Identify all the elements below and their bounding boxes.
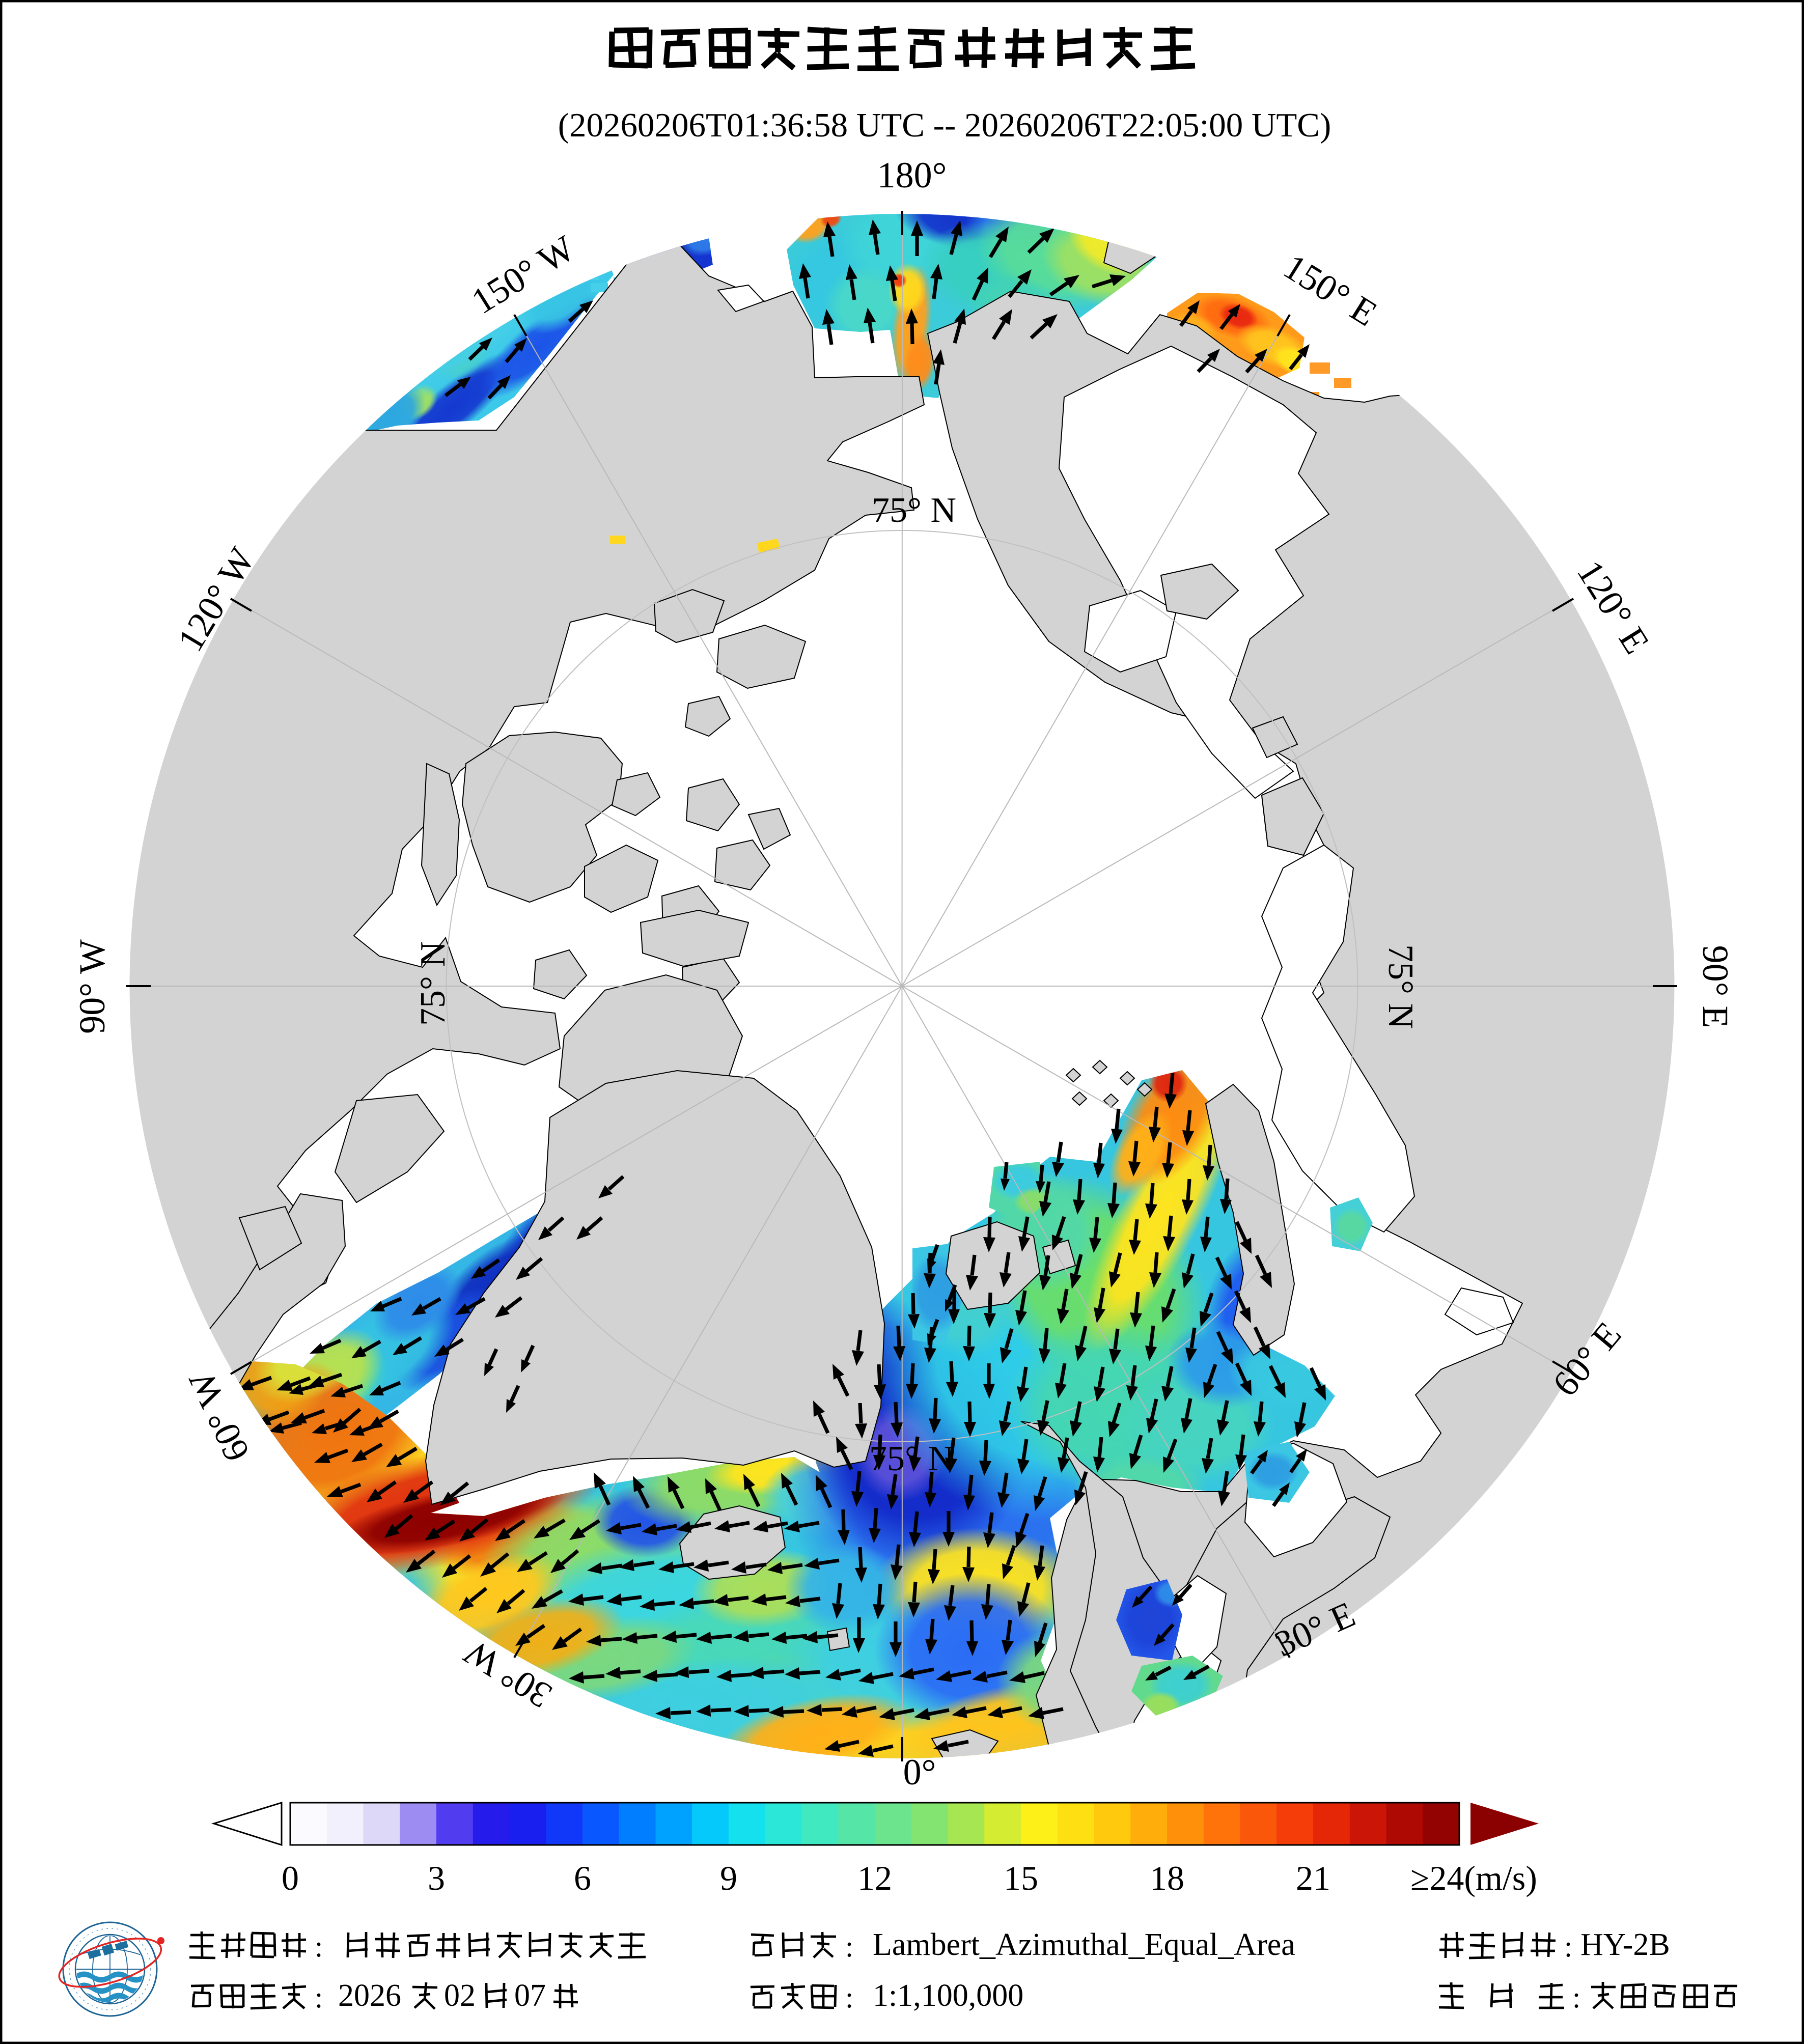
svg-text:75° N: 75° N [413, 941, 453, 1026]
svg-text:180°: 180° [877, 155, 947, 195]
svg-text::: : [845, 1981, 853, 2014]
svg-text:75° N: 75° N [869, 1439, 954, 1478]
svg-text:02: 02 [444, 1978, 476, 2013]
svg-text:0: 0 [282, 1859, 299, 1897]
svg-text:(20260206T01:36:58 UTC -- 2026: (20260206T01:36:58 UTC -- 20260206T22:05… [558, 106, 1331, 144]
svg-text:1:1,100,000: 1:1,100,000 [873, 1978, 1023, 2013]
svg-text:75° N: 75° N [1381, 944, 1420, 1029]
svg-text:75° N: 75° N [872, 491, 956, 530]
svg-text:0°: 0° [903, 1752, 936, 1793]
svg-text:21: 21 [1296, 1859, 1330, 1897]
svg-text:90° W: 90° W [72, 939, 113, 1033]
svg-text:15: 15 [1004, 1859, 1038, 1897]
svg-text:HY-2B: HY-2B [1580, 1927, 1670, 1962]
svg-text:90° E: 90° E [1695, 945, 1736, 1028]
svg-text:Lambert_Azimuthal_Equal_Area: Lambert_Azimuthal_Equal_Area [873, 1927, 1295, 1962]
svg-text:07: 07 [514, 1978, 546, 2013]
svg-text:12: 12 [857, 1859, 892, 1897]
svg-text:3: 3 [428, 1859, 445, 1897]
svg-text::: : [315, 1930, 323, 1963]
svg-text::: : [315, 1981, 323, 2014]
svg-text:6: 6 [574, 1859, 591, 1897]
svg-text:18: 18 [1150, 1859, 1184, 1897]
svg-text:2026: 2026 [338, 1978, 401, 2013]
svg-text::: : [1572, 1981, 1580, 2014]
svg-text:9: 9 [720, 1859, 737, 1897]
svg-text::: : [1564, 1930, 1572, 1963]
svg-text::: : [845, 1930, 853, 1963]
svg-text:≥24(m/s): ≥24(m/s) [1410, 1859, 1537, 1897]
